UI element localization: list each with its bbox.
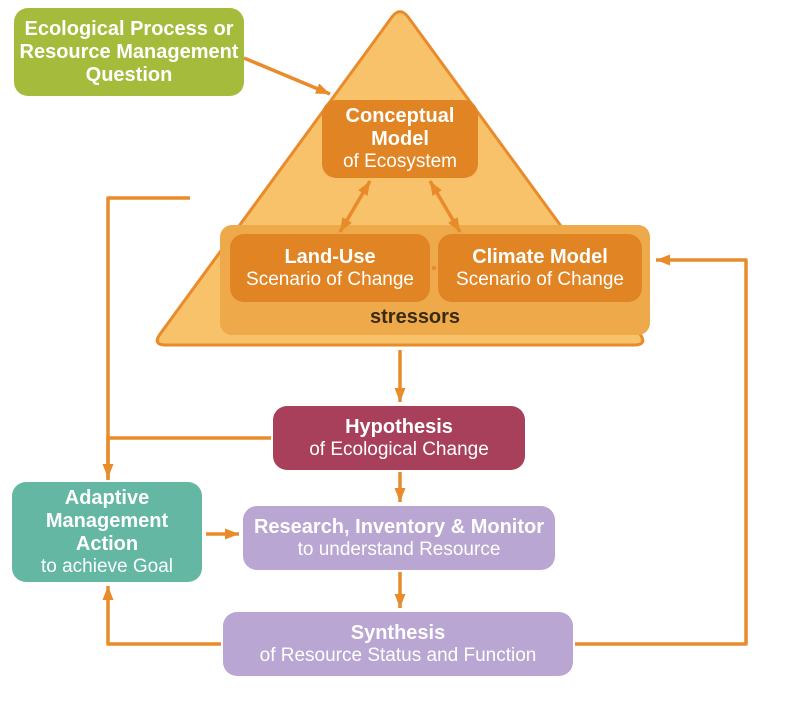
node-text: Management [46, 510, 168, 533]
node-research: Research, Inventory & Monitorto understa… [243, 506, 555, 570]
stressors-label: stressors [370, 306, 460, 329]
node-text: Action [76, 533, 138, 556]
arrow-conceptual_landuse [340, 181, 370, 232]
node-hypothesis: Hypothesisof Ecological Change [273, 406, 525, 470]
node-text: Synthesis [351, 622, 445, 645]
node-text: Scenario of Change [246, 269, 414, 291]
node-text: Adaptive [65, 487, 149, 510]
node-conceptual: ConceptualModelof Ecosystem [322, 100, 478, 178]
node-text: Model [371, 128, 429, 151]
node-text: of Ecological Change [309, 439, 489, 461]
node-text: to achieve Goal [41, 556, 173, 578]
node-synthesis: Synthesisof Resource Status and Function [223, 612, 573, 676]
node-landuse: Land-UseScenario of Change [230, 234, 430, 302]
node-adaptive: AdaptiveManagementActionto achieve Goal [12, 482, 202, 582]
arrow-eco_to_triangle [244, 58, 330, 94]
arrow-conceptual_climate [430, 181, 460, 232]
node-text: Hypothesis [345, 416, 453, 439]
node-text: to understand Resource [298, 539, 501, 561]
arrow-synthesis_left_up [108, 586, 221, 644]
arrow-adaptive_up_to_triangle [108, 198, 190, 480]
node-climate: Climate ModelScenario of Change [438, 234, 642, 302]
node-text: Resource Management [20, 41, 239, 64]
arrow-synthesis_right_feedback [575, 260, 746, 644]
node-text: Scenario of Change [456, 269, 624, 291]
node-eco-question: Ecological Process orResource Management… [14, 8, 244, 96]
node-text: Ecological Process or [25, 18, 234, 41]
node-text: Question [86, 64, 173, 87]
node-text: Land-Use [284, 246, 375, 269]
node-text: of Resource Status and Function [260, 645, 537, 667]
node-text: of Ecosystem [343, 151, 457, 173]
node-text: Research, Inventory & Monitor [254, 516, 544, 539]
node-text: Conceptual [346, 105, 455, 128]
node-text: Climate Model [472, 246, 608, 269]
arrow-hypothesis_left_down [108, 438, 271, 478]
